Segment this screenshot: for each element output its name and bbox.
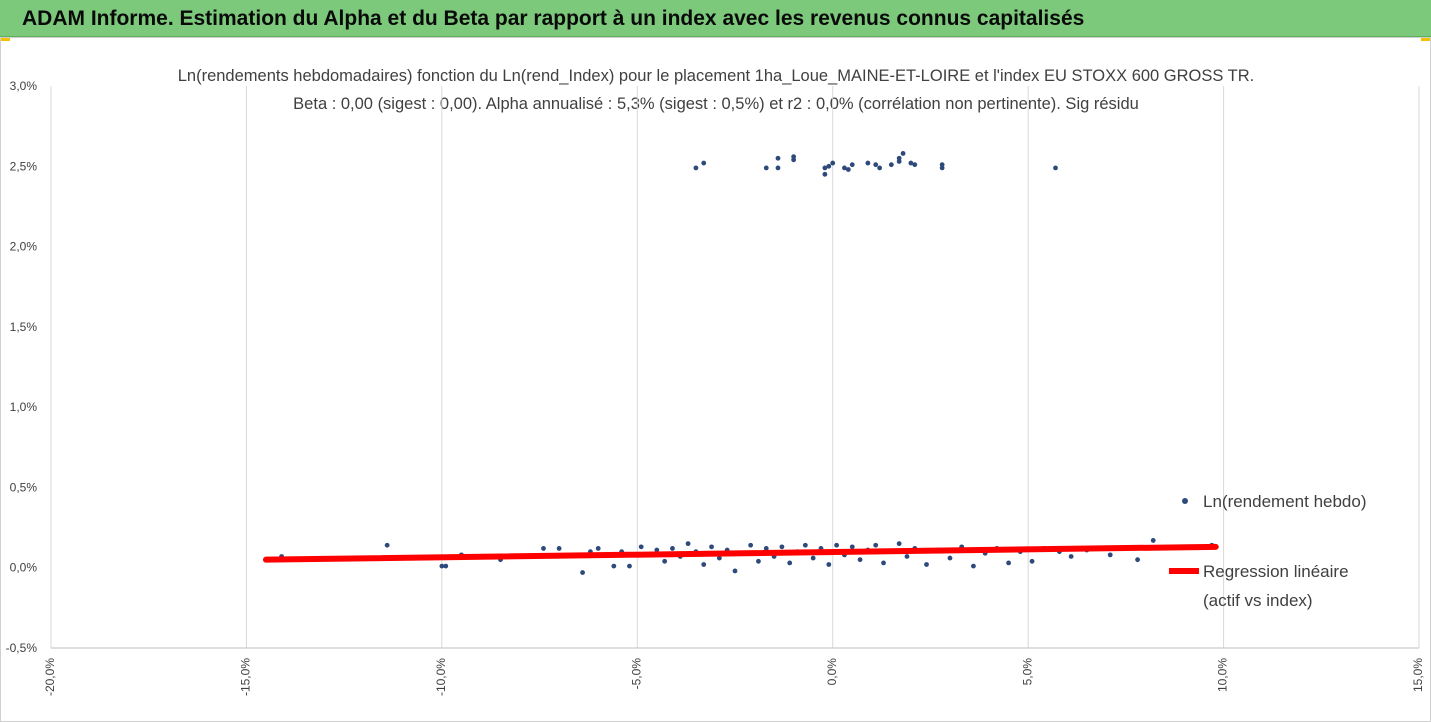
data-point (845, 167, 851, 172)
data-point (849, 162, 855, 168)
data-point (763, 546, 769, 551)
chart-frame: Ln(rendements hebdomadaires) fonction du… (0, 37, 1431, 722)
data-point (873, 542, 879, 548)
y-tick-label: 1,0% (10, 400, 38, 414)
data-point (1150, 538, 1156, 543)
x-tick-label: -15,0% (239, 658, 253, 696)
legend: Ln(rendement hebdo) Regression linéaire (a… (1169, 492, 1367, 610)
data-point (775, 155, 781, 161)
data-point (971, 563, 976, 569)
legend-marker-dot (1182, 498, 1188, 504)
data-point (912, 162, 918, 168)
data-point (826, 163, 832, 169)
data-point (896, 541, 902, 547)
data-point (662, 558, 668, 564)
data-point (865, 160, 871, 166)
data-point (822, 165, 828, 171)
x-tick-label: 0,0% (825, 658, 839, 686)
data-point (888, 162, 894, 168)
data-point (834, 542, 840, 548)
data-point (873, 162, 879, 168)
data-point (716, 555, 722, 561)
data-point (580, 570, 585, 575)
y-axis-ticks: 3,0% 2,5% 2,0% 1,5% 1,0% 0,5% 0,0% -0,5% (6, 79, 38, 655)
data-point (1006, 560, 1011, 566)
data-point (842, 165, 847, 171)
regression-line (262, 543, 1219, 563)
x-axis-ticks: -20,0% -15,0% -10,0% -5,0% 0,0% 5,0% 10,0% 15,0… (43, 658, 1425, 696)
data-point (1068, 554, 1074, 559)
data-point (881, 560, 886, 566)
data-point (830, 160, 836, 166)
data-point (939, 165, 945, 171)
data-point (904, 554, 910, 559)
data-point (595, 546, 601, 551)
regression-line-mark (262, 543, 1219, 563)
data-point (775, 165, 781, 171)
data-point (1029, 558, 1035, 564)
y-tick-label: -0,5% (6, 641, 38, 655)
data-point (900, 151, 906, 156)
data-point (1135, 557, 1140, 563)
x-tick-label: 10,0% (1216, 658, 1230, 692)
corner-accent-left (0, 37, 10, 41)
corner-accent-right (1421, 37, 1431, 41)
data-point (685, 541, 691, 547)
data-point (826, 562, 832, 567)
y-tick-label: 1,5% (10, 320, 38, 334)
y-tick-label: 2,0% (10, 240, 38, 254)
y-tick-label: 0,0% (10, 561, 38, 575)
data-point (810, 555, 816, 561)
data-point (822, 171, 828, 177)
data-point (384, 542, 390, 548)
data-point (748, 542, 754, 548)
x-tick-label: -5,0% (629, 658, 643, 690)
data-point (802, 542, 808, 548)
data-point (849, 544, 855, 550)
data-point (857, 557, 863, 563)
data-point (556, 546, 562, 551)
data-point (611, 563, 617, 569)
data-point (756, 558, 761, 564)
y-tick-label: 3,0% (10, 79, 38, 93)
data-point (443, 563, 449, 569)
report-banner: ADAM Informe. Estimation du Alpha et du … (0, 0, 1431, 37)
data-point (877, 165, 883, 171)
legend-label: Ln(rendement hebdo) (1203, 492, 1367, 511)
y-tick-label: 0,5% (10, 480, 38, 494)
chart-subtitle: Beta : 0,00 (sigest : 0,00). Alpha annua… (293, 95, 1139, 113)
data-point (541, 546, 546, 551)
data-point (701, 562, 707, 567)
chart-title: Ln(rendements hebdomadaires) fonction du… (178, 67, 1255, 85)
data-point (896, 155, 902, 161)
report-title: ADAM Informe. Estimation du Alpha et du … (22, 7, 1085, 30)
data-point (1107, 552, 1113, 558)
data-point (709, 544, 714, 550)
x-tick-label: -10,0% (434, 658, 448, 696)
data-point (763, 165, 769, 171)
data-point (908, 160, 914, 166)
data-point (947, 555, 953, 561)
x-tick-label: -20,0% (43, 658, 57, 696)
data-point (627, 563, 632, 569)
legend-label: (actif vs index) (1203, 591, 1313, 610)
data-point (693, 165, 699, 171)
data-point (779, 544, 785, 550)
data-point (439, 563, 445, 569)
data-points (263, 151, 1215, 575)
legend-label: Regression linéaire (1203, 562, 1349, 581)
x-tick-label: 15,0% (1411, 658, 1425, 692)
data-point (654, 547, 660, 553)
data-point (701, 160, 707, 166)
y-tick-label: 2,5% (10, 159, 38, 173)
data-point (732, 568, 738, 574)
data-point (1053, 165, 1058, 171)
scatter-chart: Ln(rendements hebdomadaires) fonction du… (6, 67, 1426, 696)
data-point (924, 562, 929, 567)
data-point (670, 546, 675, 551)
data-point (638, 544, 644, 550)
data-point (787, 560, 793, 566)
data-point (791, 157, 797, 163)
x-tick-label: 5,0% (1020, 658, 1034, 686)
